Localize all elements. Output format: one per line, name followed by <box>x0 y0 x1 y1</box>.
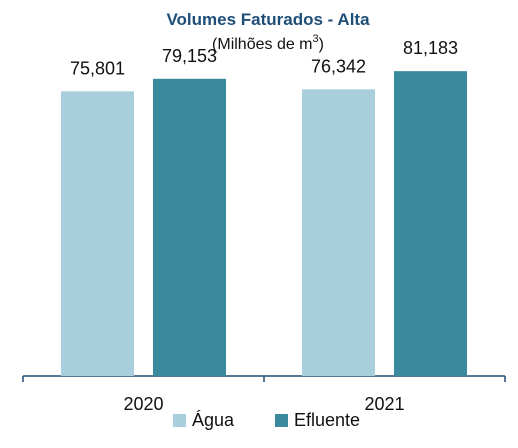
data-label: 75,801 <box>70 58 125 78</box>
x-tick-label: 2020 <box>123 394 163 414</box>
plot-area: 75,801 79,153 2020 76,342 81,183 2021 <box>22 38 506 414</box>
bar-efluente-2021 <box>394 71 467 377</box>
data-label: 81,183 <box>403 38 458 58</box>
x-tick-label: 2021 <box>364 394 404 414</box>
chart-subtitle: (Milhões de m3) <box>212 33 324 53</box>
legend-label: Água <box>192 410 235 430</box>
legend-swatch <box>173 414 186 427</box>
legend: Água Efluente <box>173 410 360 430</box>
chart-subtitle-end: ) <box>319 36 324 53</box>
data-label: 79,153 <box>162 46 217 66</box>
data-label: 76,342 <box>311 56 366 76</box>
bar-efluente-2020 <box>153 78 226 377</box>
bar--gua-2021 <box>302 89 375 376</box>
chart-title: Volumes Faturados - Alta <box>166 10 370 29</box>
legend-swatch <box>275 414 288 427</box>
bar--gua-2020 <box>61 91 134 377</box>
chart-subtitle-superscript: 3 <box>313 33 319 45</box>
chart-subtitle-main: (Milhões de m <box>212 36 312 53</box>
legend-label: Efluente <box>294 410 360 430</box>
